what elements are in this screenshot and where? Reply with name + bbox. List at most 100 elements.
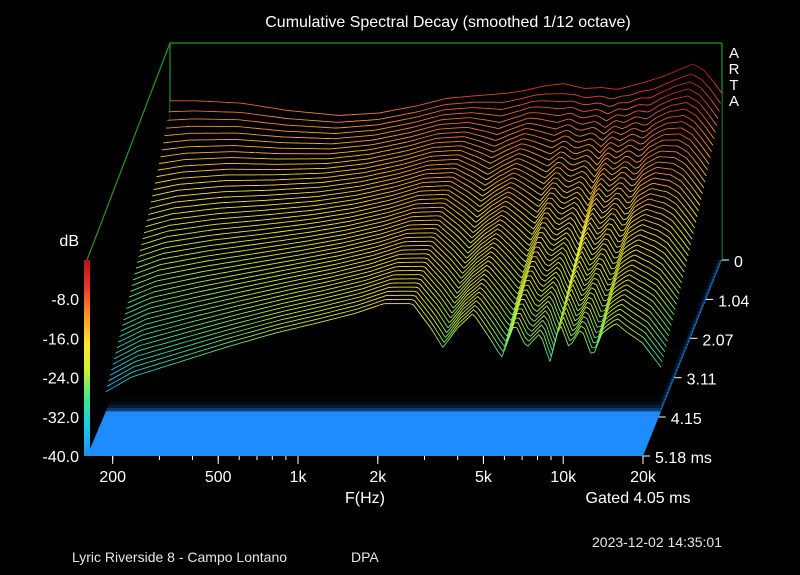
decay-segment [598, 154, 603, 160]
decay-segment [610, 125, 616, 129]
decay-segment [592, 212, 597, 219]
decay-segment [694, 183, 700, 189]
decay-segment [564, 185, 569, 188]
decay-segment [642, 208, 647, 212]
decay-segment [168, 229, 173, 232]
decay-segment [360, 225, 365, 228]
decay-segment [423, 152, 428, 155]
decay-segment [321, 207, 325, 210]
decay-segment [519, 109, 524, 112]
decay-segment [647, 89, 651, 91]
decay-segment [515, 125, 520, 129]
decay-segment [487, 172, 492, 175]
decay-segment [512, 121, 517, 124]
decay-segment [626, 167, 631, 172]
decay-segment [582, 184, 588, 190]
decay-segment [438, 236, 444, 241]
decay-segment [281, 269, 286, 272]
decay-segment [380, 172, 385, 174]
decay-segment [560, 181, 566, 187]
decay-segment [352, 250, 357, 253]
decay-segment [710, 108, 715, 114]
decay-segment [224, 262, 228, 264]
decay-segment [331, 219, 336, 221]
decay-segment [378, 133, 382, 135]
decay-segment [686, 180, 691, 186]
decay-segment [371, 246, 376, 249]
decay-segment [474, 144, 479, 147]
decay-segment [262, 273, 267, 275]
decay-segment [564, 214, 569, 218]
decay-segment [398, 203, 403, 206]
decay-segment [253, 113, 258, 116]
decay-segment [557, 161, 562, 164]
decay-segment [196, 271, 201, 274]
decay-segment [685, 245, 690, 251]
decay-segment [590, 151, 596, 156]
decay-segment [652, 127, 657, 131]
decay-segment [296, 266, 301, 269]
decay-segment [389, 240, 394, 243]
decay-segment [659, 189, 663, 192]
decay-segment [346, 228, 351, 231]
decay-segment [655, 99, 660, 103]
decay-segment [644, 175, 649, 179]
decay-segment [398, 234, 403, 237]
decay-segment [475, 248, 481, 253]
decay-segment [368, 191, 372, 194]
decay-segment [626, 222, 631, 230]
decay-segment [495, 188, 500, 192]
decay-segment [707, 146, 712, 152]
decay-segment [385, 166, 390, 169]
decay-segment [556, 197, 562, 203]
decay-segment [637, 104, 641, 106]
decay-segment [559, 187, 564, 192]
decay-segment [549, 257, 555, 262]
decay-segment [617, 132, 621, 136]
decay-segment [571, 158, 576, 160]
decay-segment [483, 188, 488, 191]
decay-segment [689, 228, 694, 234]
decay-segment [585, 154, 591, 158]
decay-segment [303, 265, 308, 267]
decay-segment [407, 185, 412, 188]
decay-segment [492, 150, 497, 153]
decay-segment [644, 230, 649, 234]
decay-segment [321, 253, 325, 256]
decay-segment [323, 245, 328, 247]
decay-segment [620, 147, 625, 152]
decay-segment [665, 247, 670, 254]
decay-segment [155, 295, 160, 298]
decay-segment [640, 219, 645, 222]
decay-segment [662, 258, 668, 264]
decay-segment [263, 246, 268, 249]
decay-segment [542, 185, 547, 190]
decay-segment [401, 171, 406, 174]
decay-segment [602, 210, 607, 214]
decay-segment [635, 185, 640, 192]
decay-segment [382, 200, 387, 203]
decay-segment [521, 270, 526, 279]
decay-segment [405, 189, 410, 192]
decay-segment [684, 185, 690, 191]
decay-segment [394, 160, 399, 163]
decay-segment [693, 144, 699, 150]
decay-segment [575, 101, 580, 104]
decay-segment [583, 149, 588, 152]
decay-segment [419, 165, 424, 168]
decay-segment [681, 121, 687, 124]
decay-segment [423, 118, 428, 121]
decay-segment [561, 146, 566, 148]
decay-segment [345, 252, 350, 255]
decay-segment [569, 259, 574, 267]
decay-segment [601, 149, 607, 156]
decay-segment [226, 280, 230, 283]
decay-segment [138, 296, 143, 299]
decay-segment [484, 195, 489, 200]
decay-segment [351, 243, 356, 246]
decay-segment [609, 191, 615, 196]
decay-segment [260, 233, 265, 235]
decay-segment [245, 249, 250, 251]
decay-segment [411, 147, 416, 150]
decay-segment [400, 218, 405, 221]
